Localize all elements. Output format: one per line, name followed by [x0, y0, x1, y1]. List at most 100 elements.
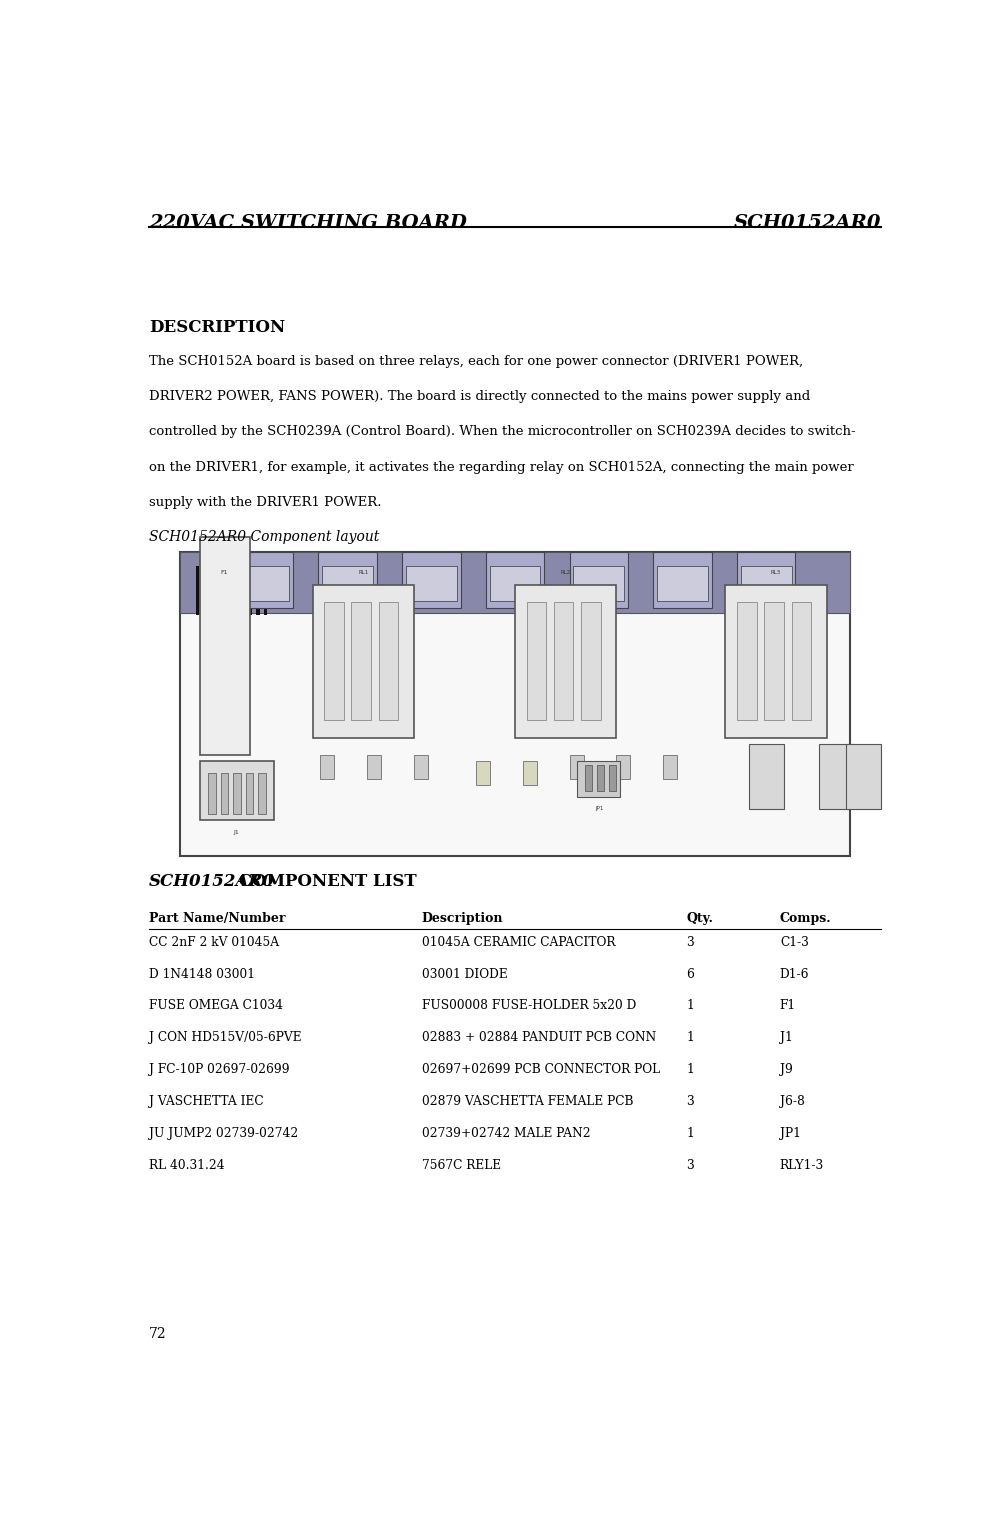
Bar	[570, 551, 628, 608]
Bar	[236, 565, 239, 615]
Bar	[204, 565, 207, 615]
Bar	[221, 773, 228, 814]
Bar	[238, 565, 289, 602]
Text: RL1: RL1	[358, 570, 368, 576]
Bar	[554, 602, 574, 720]
Bar	[264, 565, 267, 615]
Text: SCH0152AR0: SCH0152AR0	[149, 873, 274, 891]
Text: J6-8: J6-8	[780, 1095, 805, 1108]
Text: J FC-10P 02697-02699: J FC-10P 02697-02699	[149, 1063, 289, 1076]
Text: CC 2nF 2 kV 01045A: CC 2nF 2 kV 01045A	[149, 935, 279, 949]
Bar	[211, 565, 214, 615]
Bar	[741, 565, 792, 602]
Bar	[726, 585, 827, 738]
Text: F1: F1	[221, 570, 228, 576]
Text: 02879 VASCHETTA FEMALE PCB: 02879 VASCHETTA FEMALE PCB	[422, 1095, 633, 1108]
Text: 7567C RELE: 7567C RELE	[422, 1159, 500, 1171]
Text: J1: J1	[233, 830, 239, 834]
Bar	[221, 565, 222, 599]
Bar	[516, 585, 616, 738]
Bar	[527, 602, 547, 720]
Bar	[200, 761, 273, 821]
Text: 6: 6	[686, 968, 694, 981]
Bar	[208, 773, 216, 814]
Bar	[406, 565, 456, 602]
Bar	[325, 602, 344, 720]
Bar	[402, 551, 460, 608]
Text: RL3: RL3	[771, 570, 781, 576]
Text: J CON HD515V/05-6PVE: J CON HD515V/05-6PVE	[149, 1032, 302, 1044]
Text: 01045A CERAMIC CAPACITOR: 01045A CERAMIC CAPACITOR	[422, 935, 615, 949]
Text: JU JUMP2 02739-02742: JU JUMP2 02739-02742	[149, 1127, 298, 1139]
Text: RLY1-3: RLY1-3	[780, 1159, 824, 1171]
Bar	[737, 602, 757, 720]
Text: Part Name/Number: Part Name/Number	[149, 912, 285, 925]
Bar	[200, 537, 250, 755]
Text: J VASCHETTA IEC: J VASCHETTA IEC	[149, 1095, 263, 1108]
Bar	[216, 565, 219, 615]
Bar	[241, 565, 242, 599]
Bar	[663, 755, 677, 779]
Text: The SCH0152A board is based on three relays, each for one power connector (DRIVE: The SCH0152A board is based on three rel…	[149, 355, 803, 367]
Bar	[319, 551, 377, 608]
Text: J1: J1	[780, 1032, 793, 1044]
Bar	[581, 602, 601, 720]
Bar	[367, 755, 381, 779]
Bar	[846, 744, 881, 808]
Bar	[321, 755, 335, 779]
Bar	[233, 773, 241, 814]
Bar	[597, 766, 604, 792]
Bar	[819, 744, 854, 808]
Bar	[379, 602, 398, 720]
Bar	[228, 565, 230, 599]
Bar	[749, 744, 784, 808]
Text: 72: 72	[149, 1327, 167, 1341]
Text: D 1N4148 03001: D 1N4148 03001	[149, 968, 255, 981]
Text: DRIVER2 POWER, FANS POWER). The board is directly connected to the mains power s: DRIVER2 POWER, FANS POWER). The board is…	[149, 390, 810, 403]
Bar	[570, 755, 584, 779]
Bar	[208, 565, 210, 599]
Text: RL2: RL2	[561, 570, 571, 576]
Text: RL 40.31.24: RL 40.31.24	[149, 1159, 224, 1171]
Text: Description: Description	[422, 912, 504, 925]
Text: 1: 1	[686, 1127, 694, 1139]
Bar	[476, 761, 490, 785]
Bar	[256, 565, 259, 615]
Text: controlled by the SCH0239A (Control Board). When the microcontroller on SCH0239A: controlled by the SCH0239A (Control Boar…	[149, 426, 855, 438]
Bar	[253, 565, 255, 599]
Text: C1-3: C1-3	[780, 935, 809, 949]
Text: SCH0152AR0 Component layout: SCH0152AR0 Component layout	[149, 530, 379, 545]
Bar	[489, 565, 541, 602]
Bar	[244, 565, 247, 615]
Bar	[578, 761, 620, 796]
Text: FUSE OMEGA C1034: FUSE OMEGA C1034	[149, 1000, 283, 1012]
Text: 02697+02699 PCB CONNECTOR POL: 02697+02699 PCB CONNECTOR POL	[422, 1063, 659, 1076]
Text: COMPONENT LIST: COMPONENT LIST	[233, 873, 417, 891]
Text: F1: F1	[780, 1000, 796, 1012]
Text: 3: 3	[686, 1159, 694, 1171]
Text: 1: 1	[686, 1032, 694, 1044]
Text: 1: 1	[686, 1000, 694, 1012]
Bar	[245, 773, 253, 814]
Text: SCH0152AR0: SCH0152AR0	[734, 214, 881, 233]
Bar	[313, 585, 414, 738]
Bar	[248, 565, 252, 615]
Bar	[231, 565, 235, 615]
Bar	[352, 602, 371, 720]
Text: on the DRIVER1, for example, it activates the regarding relay on SCH0152A, conne: on the DRIVER1, for example, it activate…	[149, 461, 853, 473]
Bar	[792, 602, 811, 720]
Text: JP1: JP1	[595, 807, 603, 811]
Bar	[485, 551, 545, 608]
Text: Qty.: Qty.	[686, 912, 714, 925]
Bar	[616, 755, 630, 779]
Bar	[523, 761, 537, 785]
Bar	[323, 565, 373, 602]
Text: JP1: JP1	[780, 1127, 801, 1139]
Bar	[585, 766, 592, 792]
Bar	[180, 551, 850, 856]
Text: 03001 DIODE: 03001 DIODE	[422, 968, 508, 981]
Text: 3: 3	[686, 935, 694, 949]
Bar	[235, 551, 293, 608]
Text: 3: 3	[686, 1095, 694, 1108]
Text: DESCRIPTION: DESCRIPTION	[149, 320, 285, 337]
